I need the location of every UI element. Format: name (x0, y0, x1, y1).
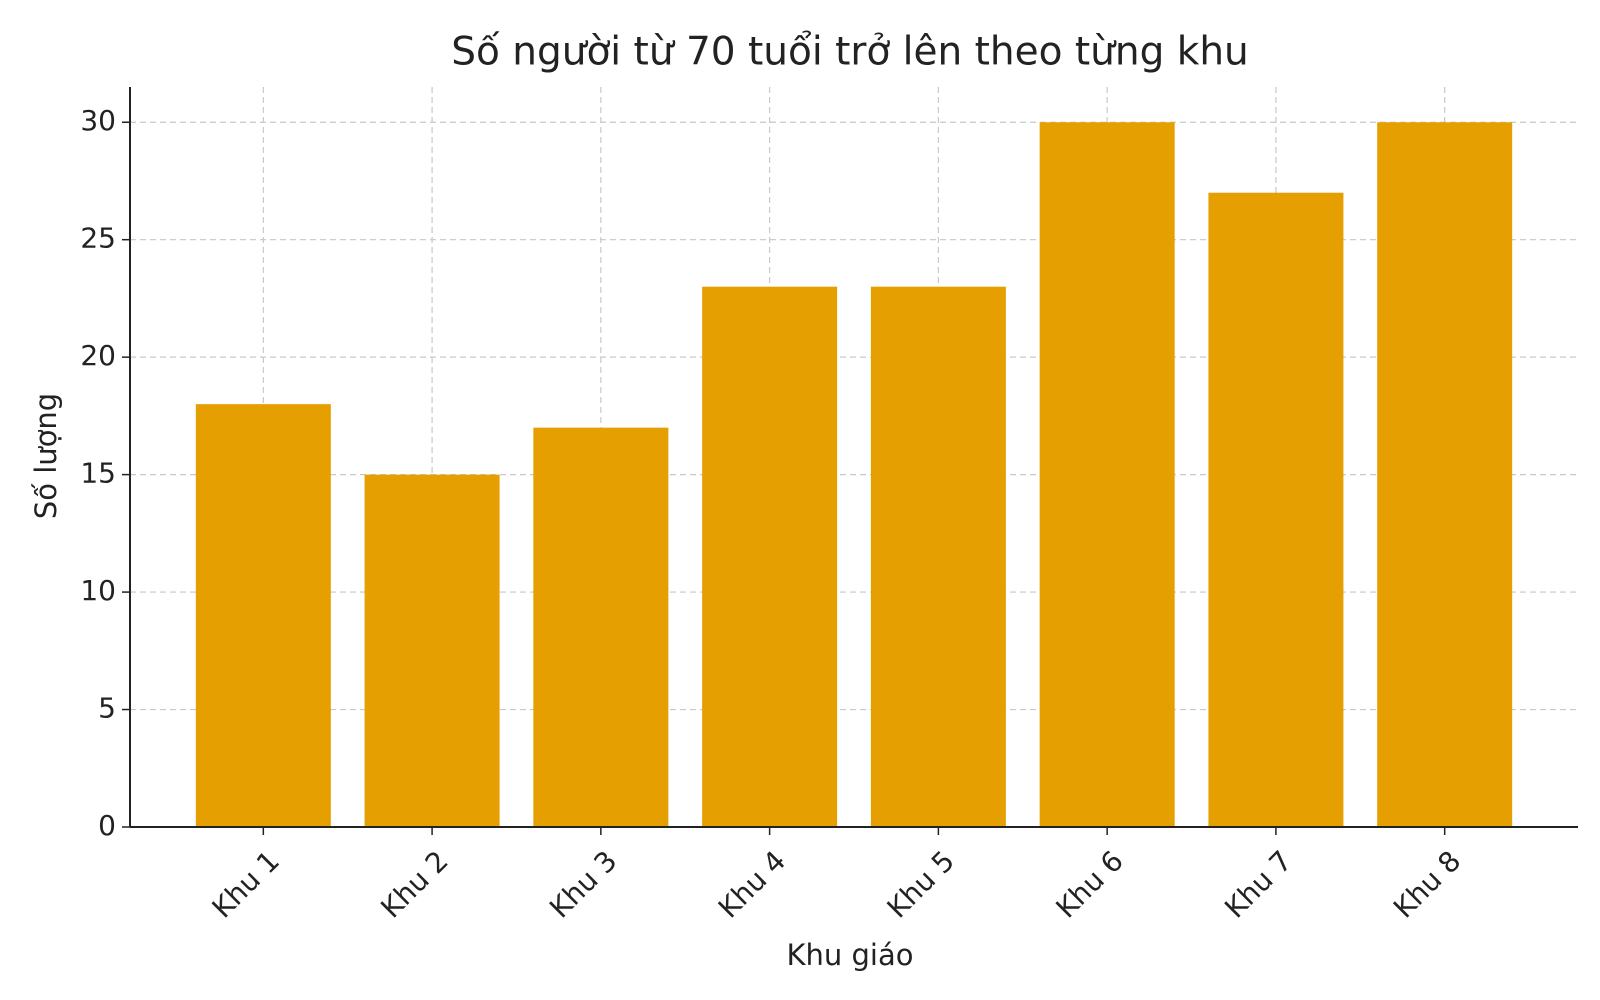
y-tick-label: 25 (80, 222, 116, 255)
y-tick-label: 30 (80, 104, 116, 137)
y-axis-label: Số lượng (29, 393, 63, 519)
bar (1208, 192, 1344, 827)
y-tick-label: 15 (80, 457, 116, 490)
y-tick-label: 10 (80, 574, 116, 607)
y-tick-label: 20 (80, 339, 116, 372)
x-tick-label: Khu 7 (1218, 844, 1298, 924)
x-tick-label: Khu 8 (1387, 844, 1467, 924)
x-tick-label: Khu 5 (881, 844, 961, 924)
grid (130, 87, 1578, 828)
bar (364, 474, 500, 827)
y-tick-label: 0 (98, 809, 116, 842)
x-tick-label: Khu 1 (206, 844, 286, 924)
chart-title: Số người từ 70 tuổi trở lên theo từng kh… (451, 30, 1249, 75)
bar (195, 404, 331, 827)
bar (1377, 122, 1513, 827)
bar (702, 286, 838, 828)
y-tick-label: 5 (98, 692, 116, 725)
x-tick-label: Khu 3 (543, 844, 623, 924)
x-tick-label: Khu 4 (712, 844, 792, 924)
bar (870, 286, 1006, 828)
bar (1039, 122, 1175, 827)
x-tick-label: Khu 6 (1049, 844, 1129, 924)
x-axis-label: Khu giáo (787, 938, 914, 972)
x-tick-label: Khu 2 (374, 844, 454, 924)
bar (533, 427, 669, 827)
